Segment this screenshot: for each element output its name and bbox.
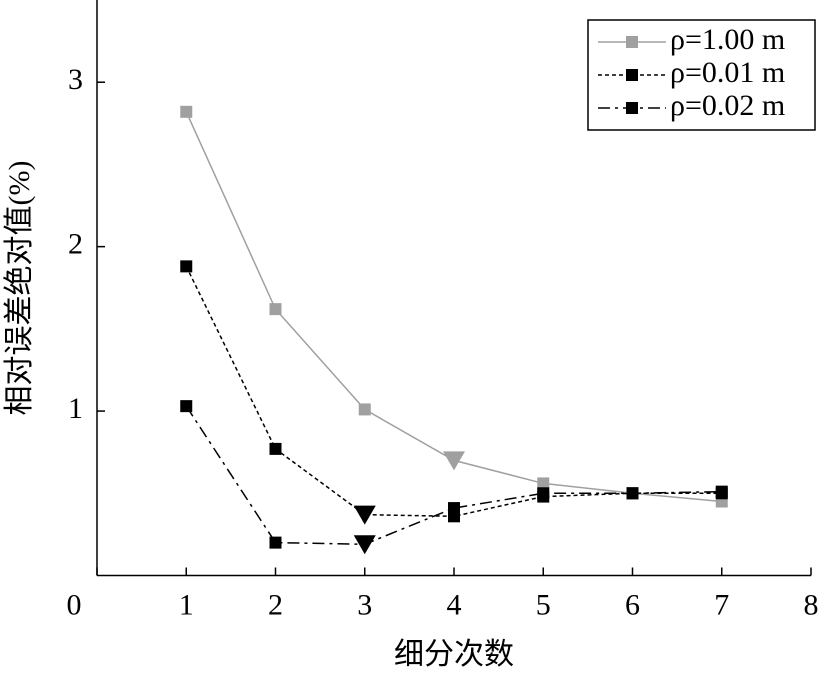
marker (358, 403, 371, 416)
marker (448, 502, 460, 515)
legend-label: ρ=1.00 m (670, 23, 785, 56)
marker (269, 536, 282, 549)
x-tick-label: 6 (625, 588, 640, 621)
x-tick-label: 7 (714, 588, 729, 621)
legend-marker (626, 69, 638, 81)
y-tick-label: 2 (68, 228, 83, 261)
y-tick-label: 3 (68, 63, 83, 96)
x-axis-label: 细分次数 (394, 638, 514, 671)
x-tick-label: 8 (804, 588, 819, 621)
y-axis-label: 相对误差绝对值(%) (3, 161, 36, 416)
series-line (185, 405, 722, 546)
x-tick-label: 4 (447, 588, 462, 621)
y-tick-label: 1 (68, 392, 83, 425)
legend (587, 19, 816, 131)
marker (180, 105, 193, 118)
marker (269, 442, 282, 455)
x-tick-label: 5 (536, 588, 551, 621)
highlight-marker (353, 505, 376, 525)
legend-label: ρ=0.02 m (670, 89, 785, 122)
x-tick-label: 3 (357, 588, 372, 621)
series-line (185, 266, 722, 518)
x-tick-label: 1 (179, 588, 194, 621)
marker (626, 487, 639, 500)
marker (180, 400, 193, 413)
x-tick-label: 0 (67, 588, 82, 621)
marker (537, 487, 550, 500)
series-line (185, 111, 722, 503)
legend-marker (626, 102, 638, 114)
marker (715, 485, 728, 498)
x-tick-label: 2 (268, 588, 283, 621)
highlight-marker (443, 451, 465, 471)
legend-marker (626, 36, 638, 48)
marker (180, 260, 193, 273)
highlight-marker (353, 535, 376, 555)
marker (269, 303, 282, 316)
legend-label: ρ=0.01 m (670, 56, 785, 89)
marker (537, 477, 550, 490)
